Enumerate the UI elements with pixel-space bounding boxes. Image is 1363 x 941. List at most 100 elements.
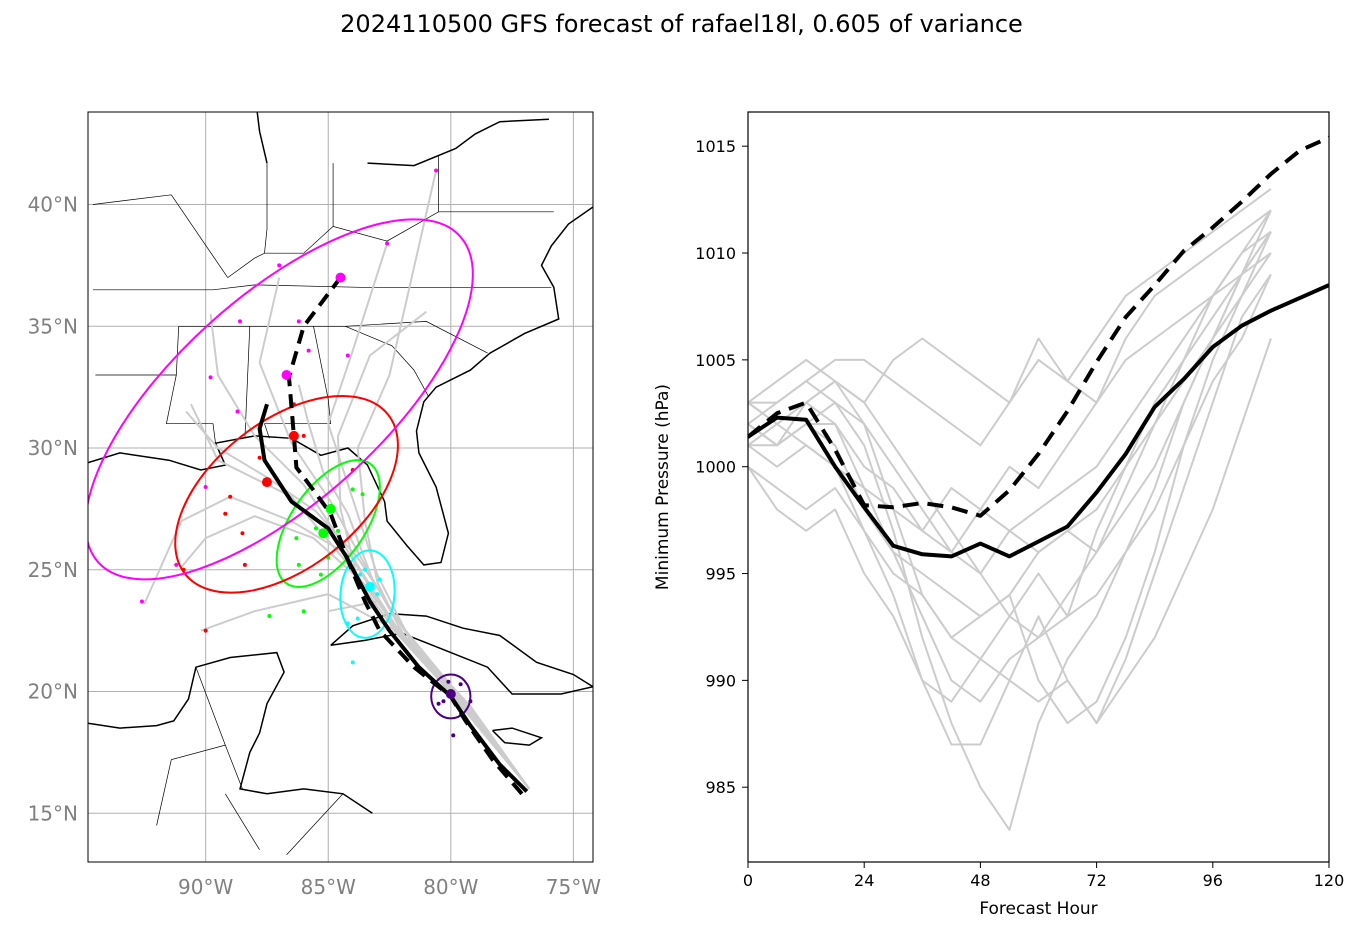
mean-position-dot (364, 581, 375, 592)
state-border (225, 793, 260, 850)
central-america-coastline (88, 651, 373, 814)
ensemble-track (297, 384, 531, 790)
ensemble-pressure-line (748, 231, 1272, 725)
mean-pressure-solid (748, 283, 1329, 559)
state-border (92, 284, 552, 291)
member-position-dot (458, 682, 463, 687)
pres-y-tick-label: 1000 (695, 458, 736, 477)
member-position-dot (267, 614, 272, 619)
ensemble-pressure-line (748, 252, 1272, 554)
pres-y-tick-label: 1005 (695, 351, 736, 370)
member-position-dot (434, 168, 439, 173)
pres-x-tick-label: 0 (743, 871, 753, 890)
state-border (165, 374, 216, 444)
pres-y-tick-label: 1015 (695, 137, 736, 156)
map-lon-tick-label: 80°W (423, 875, 478, 899)
map-lon-tick-label: 85°W (301, 875, 356, 899)
pres-y-axis-label: Minimum Pressure (hPa) (653, 384, 673, 590)
state-border (95, 321, 488, 376)
member-position-dot (235, 409, 240, 414)
pres-x-tick-label: 24 (854, 871, 874, 890)
ensemble-pressure-line (748, 273, 1272, 746)
member-position-dot (318, 572, 323, 577)
member-position-dot (350, 660, 355, 665)
track-map: 90°W 85°W 80°W 75°W 40°N 35°N 30°N 25°N 20°N 15°N (28, 111, 601, 899)
member-position-dot (208, 375, 213, 380)
ensemble-pressure-line (748, 231, 1272, 639)
uncertainty-ellipse (430, 673, 472, 720)
uncertainty-ellipse (275, 459, 381, 588)
lake-erie-shore (367, 118, 549, 167)
map-lat-tick-label: 20°N (28, 680, 78, 704)
cuba-coastline (330, 612, 593, 695)
pres-x-tick-label: 48 (970, 871, 990, 890)
mean-position-dot (288, 430, 299, 441)
member-position-dot (203, 485, 208, 489)
member-position-dot (296, 319, 301, 324)
member-position-dot (228, 494, 233, 499)
map-lat-tick-label: 30°N (28, 436, 78, 460)
member-position-dot (345, 353, 350, 358)
mean-position-dot (335, 272, 346, 283)
map-content (88, 112, 593, 862)
member-position-dot (355, 616, 360, 621)
ensemble-pressure-line (748, 338, 1272, 725)
map-lat-tick-label: 25°N (28, 558, 78, 582)
ensemble-track (356, 170, 531, 790)
member-position-dot (446, 679, 451, 684)
ensemble-pressure-line (748, 209, 1272, 831)
map-frame (87, 111, 594, 863)
member-position-dot (242, 562, 247, 567)
member-position-dot (363, 567, 368, 572)
member-position-dot (350, 487, 355, 492)
ensemble-pressure-line (748, 230, 1272, 575)
uncertainty-ellipse (339, 549, 396, 639)
member-position-dot (174, 562, 179, 567)
map-lat-tick-label: 35°N (28, 314, 78, 338)
member-position-dot (203, 628, 208, 633)
member-position-dot (385, 241, 390, 246)
member-position-dot (296, 562, 301, 567)
map-lat-tick-label: 15°N (28, 801, 78, 825)
state-border (224, 744, 243, 790)
ensemble-track (200, 593, 531, 790)
pres-content (748, 135, 1329, 831)
member-position-dot (139, 599, 144, 604)
member-position-dot (358, 572, 363, 577)
mean-track-solid (257, 403, 529, 793)
member-position-dot (375, 592, 380, 597)
member-position-dot (223, 511, 228, 516)
member-position-dot (451, 733, 456, 738)
pres-y-tick-label: 995 (705, 565, 736, 584)
pres-x-tick-label: 72 (1086, 871, 1106, 890)
state-border (171, 194, 228, 278)
map-lat-tick-label: 40°N (28, 193, 78, 217)
pres-frame (747, 111, 1330, 863)
member-position-dot (441, 699, 446, 704)
uncertainty-ellipse (88, 218, 474, 581)
member-position-dot (277, 263, 282, 268)
member-position-dot (240, 531, 245, 536)
state-border (92, 194, 172, 205)
mean-pressure-dashed (748, 135, 1329, 518)
mean-position-dot (445, 688, 456, 699)
ensemble-pressure-line (748, 231, 1272, 554)
state-border (264, 326, 332, 439)
member-position-dot (301, 433, 306, 438)
chart-title: 2024110500 GFS forecast of rafael18l, 0.… (340, 10, 1023, 38)
lake-michigan-shore (256, 112, 268, 164)
member-position-dot (436, 701, 441, 706)
mean-position-dot (261, 477, 272, 488)
pres-y-tick-label: 985 (705, 778, 736, 797)
member-position-dot (377, 577, 382, 582)
pres-x-axis-label: Forecast Hour (979, 899, 1097, 919)
map-lon-tick-label: 90°W (178, 875, 233, 899)
member-position-dot (294, 536, 299, 541)
jamaica-coastline (491, 727, 544, 746)
pres-y-tick-label: 990 (705, 671, 736, 690)
member-position-dot (257, 455, 262, 460)
mean-track-dashed (286, 276, 524, 796)
pressure-chart: 0 24 48 72 96 120 985 990 995 1000 1005 1010 1015 For… (653, 111, 1344, 919)
state-border (156, 667, 226, 826)
